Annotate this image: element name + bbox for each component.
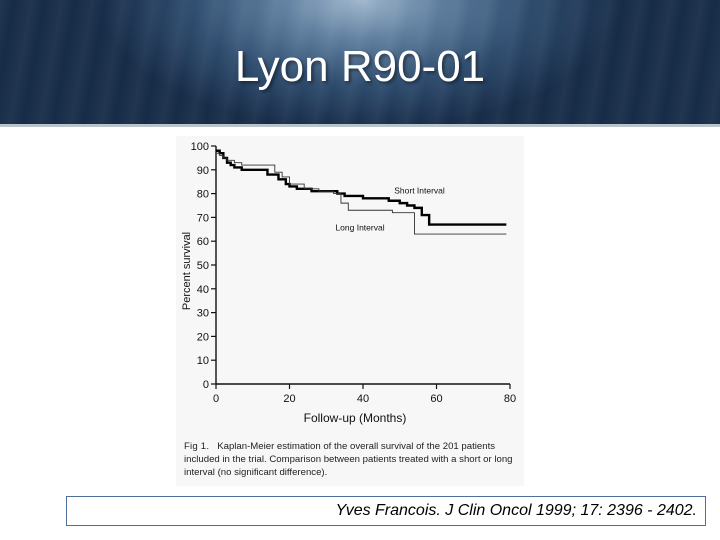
series-label: Short Interval <box>394 186 445 196</box>
y-tick-label: 80 <box>197 189 209 201</box>
y-tick-label: 50 <box>197 260 209 272</box>
citation-box: Yves Francois. J Clin Oncol 1999; 17: 23… <box>66 496 706 526</box>
y-tick-label: 90 <box>197 165 209 177</box>
kaplan-meier-chart: 0 10 20 30 40 50 60 70 80 90 100 0 20 40 60 80 Follow-up… <box>181 141 516 425</box>
y-tick-label: 0 <box>203 379 209 391</box>
x-tick-label: 20 <box>283 393 295 405</box>
slide-title: Lyon R90-01 <box>234 42 486 91</box>
y-tick-label: 70 <box>197 212 209 224</box>
y-tick-label: 30 <box>197 308 209 320</box>
series-label: Long Interval <box>335 222 384 232</box>
x-tick-label: 0 <box>213 393 219 405</box>
y-tick-label: 100 <box>191 141 209 153</box>
x-axis-label: Follow-up (Months) <box>304 411 407 425</box>
y-tick-label: 20 <box>197 331 209 343</box>
figure-caption: Fig 1. Kaplan-Meier estimation of the ov… <box>184 440 524 479</box>
x-tick-label: 60 <box>430 393 442 405</box>
citation-text: Yves Francois. J Clin Oncol 1999; 17: 23… <box>335 502 697 519</box>
banner-light-rays <box>0 0 720 124</box>
y-tick-label: 40 <box>197 284 209 296</box>
x-tick-label: 40 <box>357 393 369 405</box>
caption-text: Kaplan-Meier estimation of the overall s… <box>184 441 513 478</box>
y-tick-label: 60 <box>197 236 209 248</box>
short-interval-curve <box>216 149 507 226</box>
caption-label: Fig 1. <box>184 441 210 452</box>
x-tick-label: 80 <box>504 393 516 405</box>
title-banner: Lyon R90-01 <box>0 0 720 124</box>
y-axis-label: Percent survival <box>181 232 193 310</box>
long-interval-curve <box>216 152 507 235</box>
banner-divider <box>0 124 720 127</box>
survival-figure: 0 10 20 30 40 50 60 70 80 90 100 0 20 40 60 80 Follow-up… <box>176 136 524 486</box>
y-tick-label: 10 <box>197 355 209 367</box>
